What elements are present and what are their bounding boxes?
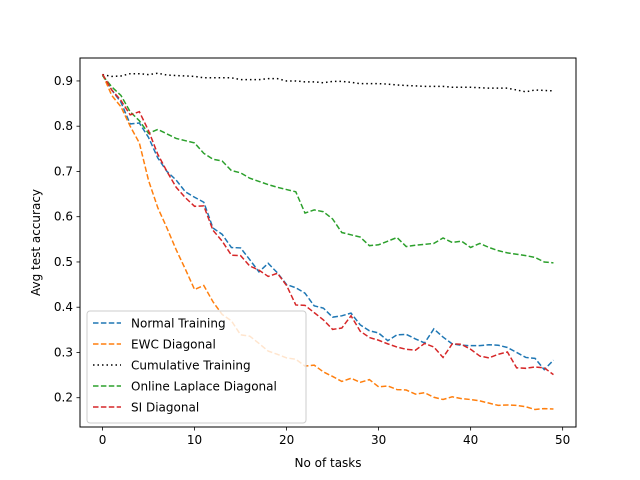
y-axis: 0.2 0.3 0.4 0.5 0.6 0.7 0.8 0.9 [54, 74, 80, 405]
y-tick-label: 0.8 [54, 119, 73, 133]
legend-entry-label: Normal Training [131, 317, 226, 331]
x-axis: 0 10 20 30 40 50 [99, 427, 570, 447]
x-axis-label: No of tasks [294, 456, 361, 470]
y-tick-label: 0.5 [54, 255, 73, 269]
x-tick-label: 40 [463, 433, 478, 447]
x-tick-label: 20 [279, 433, 294, 447]
legend-entry-label: EWC Diagonal [131, 338, 216, 352]
series-line-cumulative-training [102, 72, 554, 93]
legend: Normal Training EWC Diagonal Cumulative Tr… [86, 310, 307, 424]
legend-entry-label: SI Diagonal [131, 401, 199, 415]
x-tick-label: 30 [371, 433, 386, 447]
x-tick-label: 10 [187, 433, 202, 447]
series-layer [101, 72, 554, 411]
y-tick-label: 0.2 [54, 391, 73, 405]
legend-box [86, 310, 307, 424]
y-tick-label: 0.3 [54, 345, 73, 359]
y-tick-label: 0.9 [54, 74, 73, 88]
series-line-online-laplace-diagonal [101, 75, 554, 264]
y-tick-label: 0.7 [54, 164, 73, 178]
x-tick-label: 0 [99, 433, 107, 447]
legend-entry-label: Online Laplace Diagonal [131, 380, 277, 394]
y-axis-label: Avg test accuracy [29, 189, 43, 296]
x-tick-label: 50 [555, 433, 570, 447]
y-tick-label: 0.4 [54, 300, 73, 314]
series-line-normal-training [101, 74, 554, 371]
legend-entry-label: Cumulative Training [131, 359, 251, 373]
series-line-ewc-diagonal [101, 73, 554, 411]
plot-frame [79, 57, 577, 428]
y-tick-label: 0.6 [54, 210, 73, 224]
series-line-si-diagonal [101, 73, 554, 376]
